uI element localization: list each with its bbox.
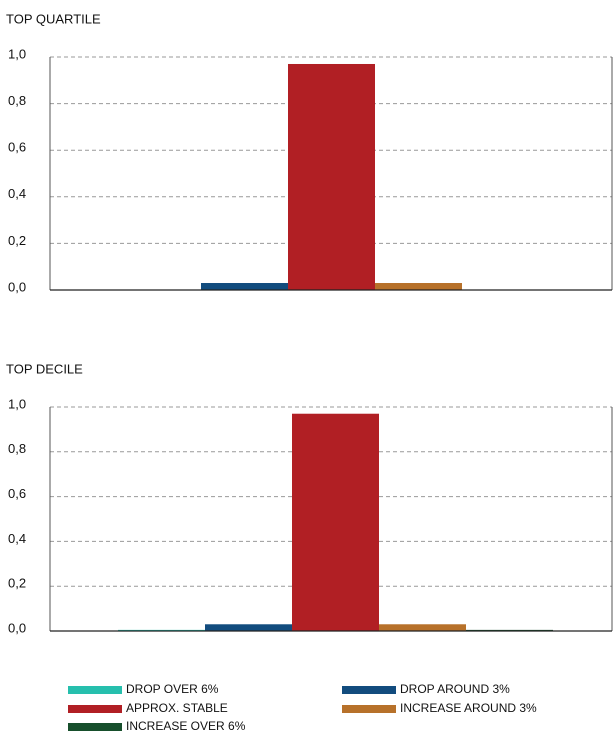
bar (375, 283, 462, 290)
y-tick-label: 0,0 (8, 620, 26, 635)
legend-label: DROP AROUND 3% (400, 682, 510, 696)
legend-label: INCREASE AROUND 3% (400, 701, 537, 715)
y-tick-label: 1,0 (8, 396, 26, 411)
legend-swatch (68, 723, 122, 731)
legend-label: DROP OVER 6% (126, 682, 219, 696)
bar (205, 624, 292, 631)
bar (288, 63, 375, 290)
y-tick-label: 0,4 (8, 531, 26, 546)
y-tick-label: 0,6 (8, 140, 26, 155)
bar (201, 283, 288, 290)
y-tick-label: 0,8 (8, 441, 26, 456)
legend-swatch (68, 705, 122, 713)
y-tick-label: 0,8 (8, 93, 26, 108)
bar (379, 624, 466, 631)
y-tick-label: 0,6 (8, 486, 26, 501)
legend-label: APPROX. STABLE (126, 701, 228, 715)
chart-title: TOP QUARTILE (6, 11, 101, 26)
y-tick-label: 0,0 (8, 279, 26, 294)
y-tick-label: 1,0 (8, 46, 26, 61)
y-tick-label: 0,4 (8, 186, 26, 201)
legend-swatch (68, 686, 122, 694)
bar (292, 413, 379, 631)
legend-swatch (342, 686, 396, 694)
y-tick-label: 0,2 (8, 576, 26, 591)
y-tick-label: 0,2 (8, 233, 26, 248)
legend-label: INCREASE OVER 6% (126, 719, 246, 731)
legend-swatch (342, 705, 396, 713)
chart-title: TOP DECILE (6, 361, 83, 376)
